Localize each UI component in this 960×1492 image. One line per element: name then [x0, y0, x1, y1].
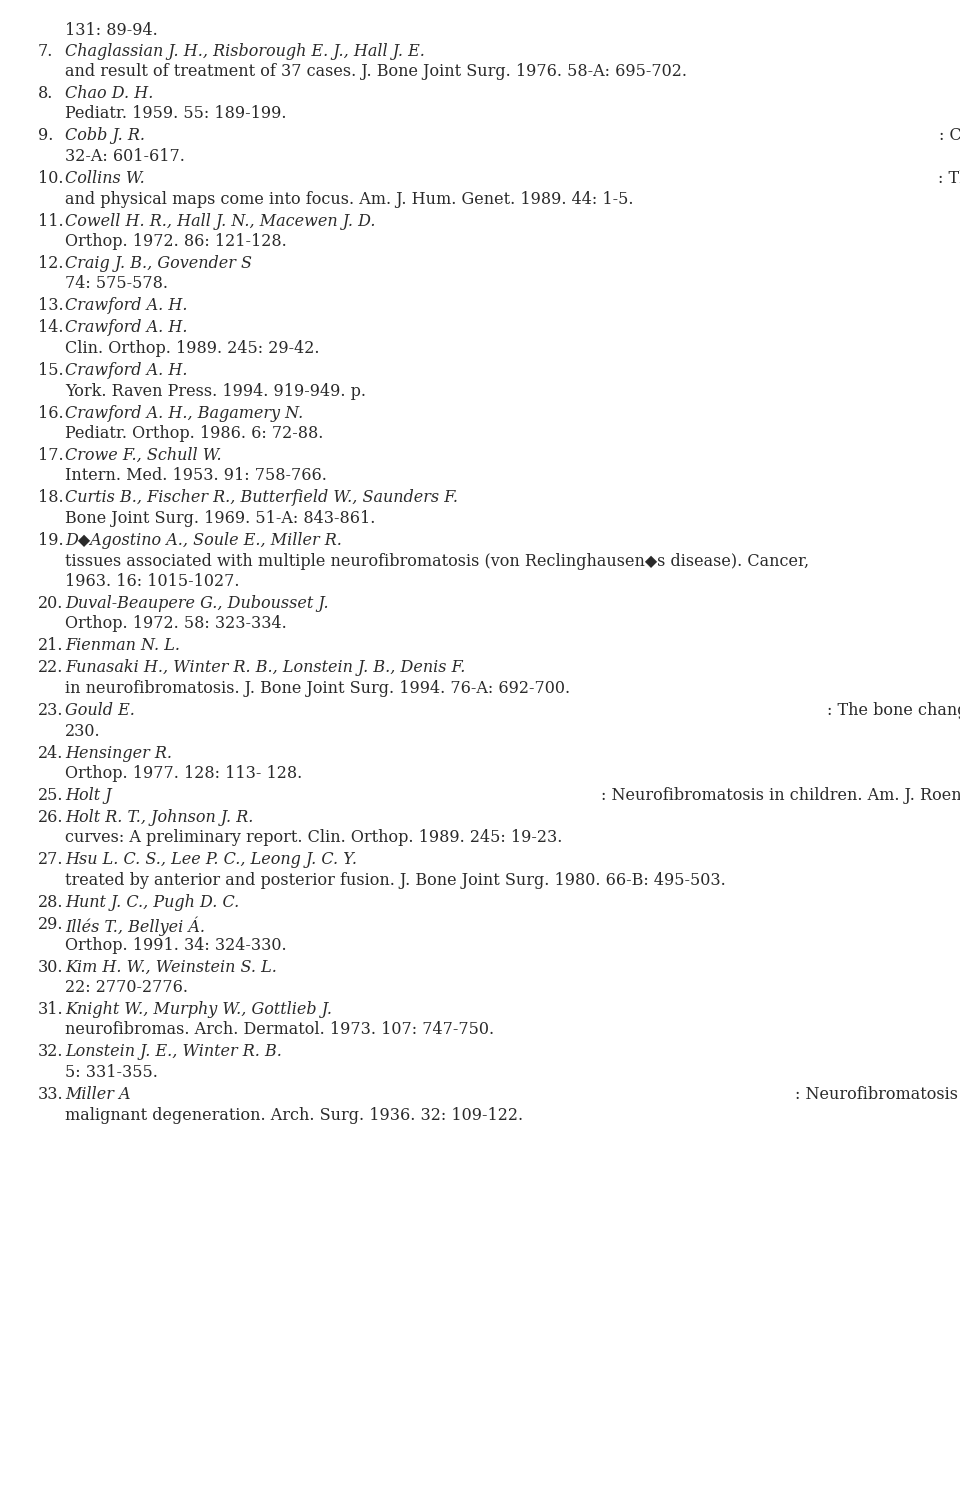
Text: Crawford A. H.: Crawford A. H. [65, 319, 187, 337]
Text: 31.: 31. [38, 1001, 63, 1018]
Text: and physical maps come into focus. Am. J. Hum. Genet. 1989. 44: 1-5.: and physical maps come into focus. Am. J… [65, 191, 634, 207]
Text: Cobb J. R.: Cobb J. R. [65, 127, 145, 145]
Text: 17.: 17. [38, 448, 63, 464]
Text: Illés T., Bellyei Á.: Illés T., Bellyei Á. [65, 916, 205, 935]
Text: Crawford A. H.: Crawford A. H. [65, 363, 187, 379]
Text: 22: 2770-2776.: 22: 2770-2776. [65, 979, 188, 997]
Text: 29.: 29. [38, 916, 63, 932]
Text: 12.: 12. [38, 255, 63, 272]
Text: : The bone changes in von Reclinghausen◆s disease. Q. J. Med. 1918. 11: 221-: : The bone changes in von Reclinghausen◆… [827, 703, 960, 719]
Text: Orthop. 1972. 86: 121-128.: Orthop. 1972. 86: 121-128. [65, 233, 287, 251]
Text: Hunt J. C., Pugh D. C.: Hunt J. C., Pugh D. C. [65, 894, 239, 912]
Text: 7.: 7. [38, 42, 54, 60]
Text: Crowe F., Schull W.: Crowe F., Schull W. [65, 448, 222, 464]
Text: York. Raven Press. 1994. 919-949. p.: York. Raven Press. 1994. 919-949. p. [65, 382, 366, 400]
Text: tissues associated with multiple neurofibromatosis (von Reclinghausen◆s disease): tissues associated with multiple neurofi… [65, 552, 809, 570]
Text: Orthop. 1991. 34: 324-330.: Orthop. 1991. 34: 324-330. [65, 937, 287, 953]
Text: 131: 89-94.: 131: 89-94. [65, 22, 157, 39]
Text: Pediatr. 1959. 55: 189-199.: Pediatr. 1959. 55: 189-199. [65, 106, 286, 122]
Text: 74: 575-578.: 74: 575-578. [65, 276, 168, 292]
Text: 32-A: 601-617.: 32-A: 601-617. [65, 148, 185, 166]
Text: Funasaki H., Winter R. B., Lonstein J. B., Denis F.: Funasaki H., Winter R. B., Lonstein J. B… [65, 659, 466, 676]
Text: Miller A: Miller A [65, 1086, 131, 1103]
Text: in neurofibromatosis. J. Bone Joint Surg. 1994. 76-A: 692-700.: in neurofibromatosis. J. Bone Joint Surg… [65, 680, 570, 697]
Text: : Neurofibromatosis in children. Am. J. Roentgenol. 1978. 130: 615-639. ◆ 26.: : Neurofibromatosis in children. Am. J. … [601, 786, 960, 804]
Text: 11.: 11. [38, 212, 63, 230]
Text: Hsu L. C. S., Lee P. C., Leong J. C. Y.: Hsu L. C. S., Lee P. C., Leong J. C. Y. [65, 852, 357, 868]
Text: 32.: 32. [38, 1043, 63, 1061]
Text: 20.: 20. [38, 595, 63, 612]
Text: malignant degeneration. Arch. Surg. 1936. 32: 109-122.: malignant degeneration. Arch. Surg. 1936… [65, 1107, 523, 1123]
Text: 28.: 28. [38, 894, 63, 912]
Text: Crawford A. H., Bagamery N.: Crawford A. H., Bagamery N. [65, 404, 303, 422]
Text: 24.: 24. [38, 745, 63, 761]
Text: 16.: 16. [38, 404, 63, 422]
Text: 26.: 26. [38, 809, 63, 827]
Text: Crawford A. H.: Crawford A. H. [65, 297, 187, 315]
Text: D◆Agostino A., Soule E., Miller R.: D◆Agostino A., Soule E., Miller R. [65, 533, 342, 549]
Text: Intern. Med. 1953. 91: 758-766.: Intern. Med. 1953. 91: 758-766. [65, 467, 326, 485]
Text: 14.: 14. [38, 319, 63, 337]
Text: 18.: 18. [38, 489, 63, 506]
Text: 1963. 16: 1015-1027.: 1963. 16: 1015-1027. [65, 573, 239, 589]
Text: 5: 331-355.: 5: 331-355. [65, 1064, 157, 1082]
Text: Orthop. 1977. 128: 113- 128.: Orthop. 1977. 128: 113- 128. [65, 765, 302, 782]
Text: 19.: 19. [38, 533, 63, 549]
Text: 33.: 33. [38, 1086, 63, 1103]
Text: Fienman N. L.: Fienman N. L. [65, 637, 180, 655]
Text: Holt R. T., Johnson J. R.: Holt R. T., Johnson J. R. [65, 809, 253, 827]
Text: Chaglassian J. H., Risborough E. J., Hall J. E.: Chaglassian J. H., Risborough E. J., Hal… [65, 42, 425, 60]
Text: Holt J: Holt J [65, 786, 111, 804]
Text: Duval-Beaupere G., Dubousset J.: Duval-Beaupere G., Dubousset J. [65, 595, 328, 612]
Text: 8.: 8. [38, 85, 54, 101]
Text: Bone Joint Surg. 1969. 51-A: 843-861.: Bone Joint Surg. 1969. 51-A: 843-861. [65, 510, 375, 527]
Text: 13.: 13. [38, 297, 63, 315]
Text: Curtis B., Fischer R., Butterfield W., Saunders F.: Curtis B., Fischer R., Butterfield W., S… [65, 489, 458, 506]
Text: Orthop. 1972. 58: 323-334.: Orthop. 1972. 58: 323-334. [65, 616, 287, 633]
Text: 10.: 10. [38, 170, 63, 186]
Text: 30.: 30. [38, 958, 63, 976]
Text: 27.: 27. [38, 852, 63, 868]
Text: 22.: 22. [38, 659, 63, 676]
Text: Knight W., Murphy W., Gottlieb J.: Knight W., Murphy W., Gottlieb J. [65, 1001, 332, 1018]
Text: Pediatr. Orthop. 1986. 6: 72-88.: Pediatr. Orthop. 1986. 6: 72-88. [65, 425, 324, 442]
Text: Kim H. W., Weinstein S. L.: Kim H. W., Weinstein S. L. [65, 958, 276, 976]
Text: 9.: 9. [38, 127, 54, 145]
Text: 230.: 230. [65, 722, 101, 740]
Text: Cowell H. R., Hall J. N., Macewen J. D.: Cowell H. R., Hall J. N., Macewen J. D. [65, 212, 375, 230]
Text: 23.: 23. [38, 703, 63, 719]
Text: treated by anterior and posterior fusion. J. Bone Joint Surg. 1980. 66-B: 495-50: treated by anterior and posterior fusion… [65, 871, 726, 889]
Text: Gould E.: Gould E. [65, 703, 134, 719]
Text: Craig J. B., Govender S: Craig J. B., Govender S [65, 255, 252, 272]
Text: curves: A preliminary report. Clin. Orthop. 1989. 245: 19-23.: curves: A preliminary report. Clin. Orth… [65, 830, 563, 846]
Text: : Clinical manifestation of congenital neurofibromatosis. J. Bone Joint Surg. 19: : Clinical manifestation of congenital n… [939, 127, 960, 145]
Text: : The von Reclinghausen neurofibromatosis region on chromosome 17: Genital: : The von Reclinghausen neurofibromatosi… [938, 170, 960, 186]
Text: Chao D. H.: Chao D. H. [65, 85, 154, 101]
Text: 21.: 21. [38, 637, 63, 655]
Text: neurofibromas. Arch. Dermatol. 1973. 107: 747-750.: neurofibromas. Arch. Dermatol. 1973. 107… [65, 1022, 494, 1038]
Text: 25.: 25. [38, 786, 63, 804]
Text: 15.: 15. [38, 363, 63, 379]
Text: Lonstein J. E., Winter R. B.: Lonstein J. E., Winter R. B. [65, 1043, 282, 1061]
Text: Hensinger R.: Hensinger R. [65, 745, 172, 761]
Text: Collins W.: Collins W. [65, 170, 145, 186]
Text: : Neurofibromatosis - with reference to sceletal changes, compression myelitis a: : Neurofibromatosis - with reference to … [796, 1086, 960, 1103]
Text: and result of treatment of 37 cases. J. Bone Joint Surg. 1976. 58-A: 695-702.: and result of treatment of 37 cases. J. … [65, 63, 687, 81]
Text: Clin. Orthop. 1989. 245: 29-42.: Clin. Orthop. 1989. 245: 29-42. [65, 340, 320, 357]
